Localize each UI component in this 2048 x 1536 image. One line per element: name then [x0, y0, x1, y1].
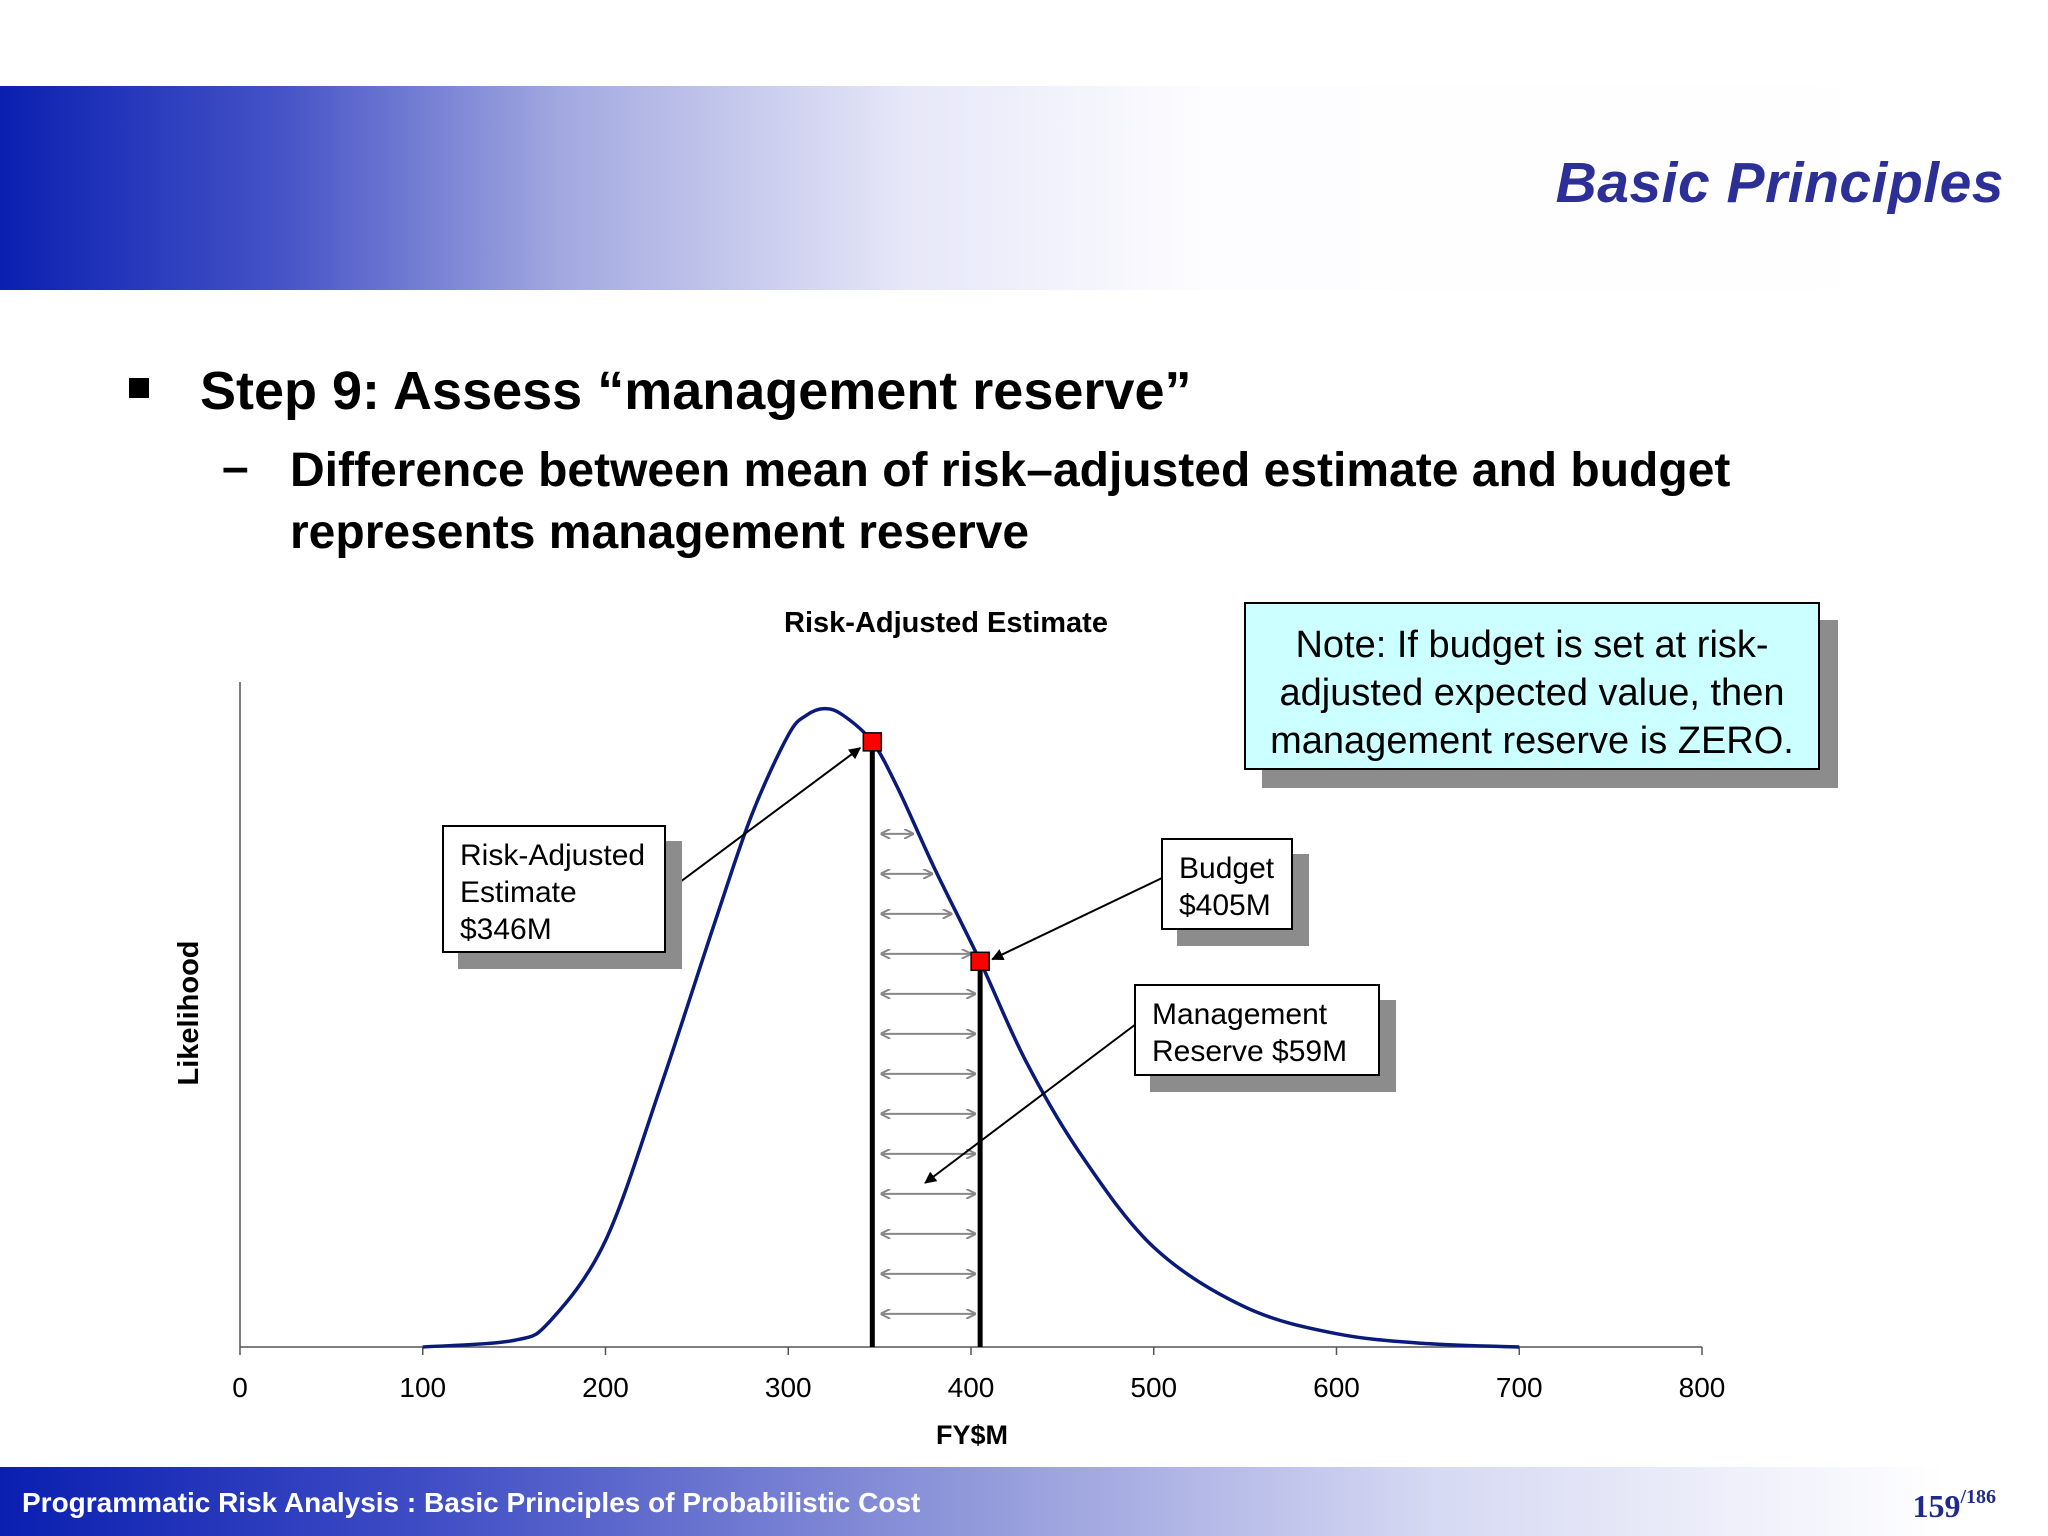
footer-text: Programmatic Risk Analysis : Basic Princ… — [22, 1487, 921, 1518]
note-line: adjusted expected value, then — [1279, 672, 1785, 714]
x-tick-label: 300 — [765, 1372, 812, 1403]
note-box: Note: If budget is set at risk- adjusted… — [1244, 602, 1820, 770]
budget-pointer — [991, 877, 1163, 961]
callout-line: $405M — [1179, 889, 1271, 922]
x-tick-label: 600 — [1313, 1372, 1360, 1403]
callout-line: $346M — [460, 913, 552, 946]
callout-line: Reserve $59M — [1152, 1035, 1348, 1068]
data-marker — [862, 732, 883, 752]
slide-title: Basic Principles — [1555, 151, 2004, 215]
x-tick-label: 500 — [1130, 1372, 1177, 1403]
page-number: 159/186 — [1912, 1486, 1996, 1525]
distribution-curve — [422, 706, 1520, 1349]
sub-bullet-text: Difference between mean of risk–adjusted… — [290, 444, 1731, 559]
chart-title: Risk-Adjusted Estimate — [784, 607, 1108, 639]
x-tick-label: 700 — [1496, 1372, 1543, 1403]
callout-budget: Budget $405M — [1161, 838, 1293, 930]
callout-estimate: Risk-Adjusted Estimate $346M — [442, 825, 666, 953]
x-tick-label: 800 — [1679, 1372, 1726, 1403]
x-tick-label: 200 — [582, 1372, 629, 1403]
x-tick-label: 100 — [399, 1372, 446, 1403]
y-axis-label: Likelihood — [173, 941, 205, 1086]
bullet-step: Step 9: Assess “management reserve” — [200, 361, 1192, 421]
bullet-square — [129, 378, 149, 398]
note-line: Note: If budget is set at risk- — [1295, 624, 1769, 666]
callout-line: Management — [1152, 998, 1328, 1031]
page-current: 159 — [1912, 1488, 1961, 1524]
x-tick-label: 400 — [948, 1372, 995, 1403]
data-marker — [970, 951, 990, 972]
x-tick-label: 0 — [232, 1372, 248, 1403]
note-line: management reserve is ZERO. — [1270, 720, 1794, 762]
reserve-pointer — [924, 1023, 1137, 1184]
sub-bullet-dash: – — [222, 441, 249, 494]
callout-line: Budget — [1179, 852, 1275, 885]
callout-line: Estimate — [460, 876, 577, 909]
callout-line: Risk-Adjusted — [460, 839, 646, 872]
header-band — [0, 86, 2010, 290]
estimate-pointer — [667, 747, 862, 892]
callout-reserve: Management Reserve $59M — [1134, 984, 1380, 1076]
page-total: /186 — [1960, 1486, 1996, 1508]
x-axis-label: FY$M — [936, 1420, 1008, 1450]
footer-band — [0, 1467, 2048, 1536]
